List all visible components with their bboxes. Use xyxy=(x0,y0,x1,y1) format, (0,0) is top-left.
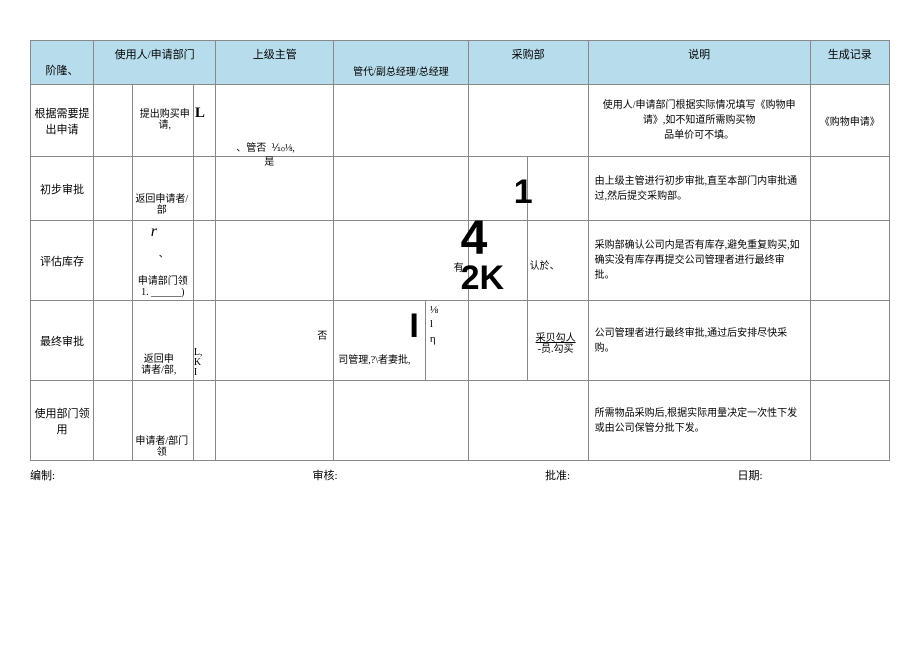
hdr-explain: 说明 xyxy=(588,41,810,85)
r1-u2: 提出购买申请, xyxy=(132,85,193,157)
r3-big4: 4 xyxy=(461,211,488,266)
r4-user-box: 返回申 请者/部, xyxy=(135,354,183,376)
r2-stage: 初步审批 xyxy=(31,157,94,221)
r3-user-box: 申请部门领 1. ______) xyxy=(135,276,191,298)
r5-mgr xyxy=(334,381,468,461)
r1-expl: 使用人/申请部门根据实际情况填写《购物申请》,如不知道所需购买物 品单价可不填。 xyxy=(588,85,810,157)
r3-rec xyxy=(810,221,889,301)
r3-pur1: 4 2K xyxy=(468,221,527,301)
r5-u2: 申请者/部门领 xyxy=(132,381,193,461)
r4-bigI: I xyxy=(409,307,418,346)
r4-lki: L, K I xyxy=(194,348,203,378)
r4-u2: 返回申 请者/部, xyxy=(132,301,193,381)
r5-rec xyxy=(810,381,889,461)
r3-sup xyxy=(216,221,334,301)
r4-pur-box: 采贝勾人-员.勾买 xyxy=(530,333,582,355)
r1-u1 xyxy=(94,85,133,157)
r5-expl: 所需物品采购后,根据实际用量决定一次性下发或由公司保管分批下发。 xyxy=(588,381,810,461)
hdr-supervisor: 上级主管 xyxy=(216,41,334,85)
r2-sup: 是 xyxy=(216,157,334,221)
hdr-stage: 阶隆、 xyxy=(31,41,94,85)
row-3: 评估库存 r 、 申请部门领 1. ______) 有 4 2K 认於、 采购部… xyxy=(31,221,890,301)
r2-u1 xyxy=(94,157,133,221)
footer-date: 日期: xyxy=(738,467,891,483)
r2-u2: 返回申请者/部 xyxy=(132,157,193,221)
r4-pur1 xyxy=(468,301,527,381)
r3-expl: 采购部确认公司内是否有库存,避免重复购买,如确实没有库存再提交公司管理者进行最终… xyxy=(588,221,810,301)
r3-renyu: 认於、 xyxy=(530,261,560,272)
r5-stage: 使用部门领用 xyxy=(31,381,94,461)
r4-mgr-b: ⅛ l η xyxy=(425,301,468,381)
r4-u3: L, K I xyxy=(193,301,215,381)
document: 阶隆、 使用人/申请部门 上级主管 管代/副总经理/总经理 采购部 说明 生成记… xyxy=(30,40,890,483)
hdr-purchase: 采购部 xyxy=(468,41,588,85)
r2-mgr xyxy=(334,157,468,221)
row-1: 根据需要提出申请 提出购买申请, L 、管否 ⅒⅛, 使用人/申请部门根据实际情… xyxy=(31,85,890,157)
r2-yes: 是 xyxy=(264,157,274,168)
r1-u3: L xyxy=(193,85,215,157)
r3-stage: 评估库存 xyxy=(31,221,94,301)
r3-u1 xyxy=(94,221,133,301)
r2-u3 xyxy=(193,157,215,221)
r5-u3 xyxy=(193,381,215,461)
r3-r: r xyxy=(151,223,157,241)
r4-expl: 公司管理者进行最终审批,通过后安排尽快采购。 xyxy=(588,301,810,381)
r5-pur xyxy=(468,381,588,461)
r3-u3 xyxy=(193,221,215,301)
r3-u2: r 、 申请部门领 1. ______) xyxy=(132,221,193,301)
hdr-user: 使用人/申请部门 xyxy=(94,41,216,85)
r1-mgr xyxy=(334,85,468,157)
r2-pur2 xyxy=(527,157,588,221)
r1-sup-txt: 、管否 ⅒⅛, xyxy=(236,143,295,154)
r2-user-box: 返回申请者/部 xyxy=(135,194,189,216)
r4-glyphs: ⅛ l η xyxy=(430,303,438,346)
r4-pur2: 采贝勾人-员.勾买 xyxy=(527,301,588,381)
hdr-manager: 管代/副总经理/总经理 xyxy=(334,41,468,85)
r2-rec xyxy=(810,157,889,221)
r4-stage: 最终审批 xyxy=(31,301,94,381)
r4-mgr-line: 司管理,?\者妻批, xyxy=(338,355,410,366)
r5-u1 xyxy=(94,381,133,461)
r4-no: 否 xyxy=(317,331,327,342)
row-4: 最终审批 返回申 请者/部, L, K I 否 I 司管理,?\者妻批, ⅛ l… xyxy=(31,301,890,381)
r1-user-box: 提出购买申请, xyxy=(138,109,192,131)
r5-user-box: 申请者/部门领 xyxy=(135,436,189,458)
footer-compile: 编制: xyxy=(30,467,183,483)
r5-sup xyxy=(216,381,334,461)
footer-review: 审核: xyxy=(313,467,466,483)
r3-mgr: 有 xyxy=(334,221,468,301)
header-row: 阶隆、 使用人/申请部门 上级主管 管代/副总经理/总经理 采购部 说明 生成记… xyxy=(31,41,890,85)
r1-stage: 根据需要提出申请 xyxy=(31,85,94,157)
flow-table: 阶隆、 使用人/申请部门 上级主管 管代/副总经理/总经理 采购部 说明 生成记… xyxy=(30,40,890,461)
r3-big2k: 2K xyxy=(461,259,504,298)
r1-pur xyxy=(468,85,588,157)
row-5: 使用部门领用 申请者/部门领 所需物品采购后,根据实际用量决定一次性下发或由公司… xyxy=(31,381,890,461)
r4-mgr-a: I 司管理,?\者妻批, xyxy=(334,301,426,381)
hdr-record: 生成记录 xyxy=(810,41,889,85)
r2-expl: 由上级主管进行初步审批,直至本部门内审批通过,然后提交采购部。 xyxy=(588,157,810,221)
r4-sup: 否 xyxy=(216,301,334,381)
r1-sup: 、管否 ⅒⅛, xyxy=(216,85,334,157)
footer-approve: 批准: xyxy=(545,467,698,483)
r1-L: L xyxy=(195,105,205,122)
r4-u1 xyxy=(94,301,133,381)
r4-rec xyxy=(810,301,889,381)
r2-dash: 1 xyxy=(514,173,533,212)
footer: 编制: 审核: 批准: 日期: xyxy=(30,467,890,483)
r1-rec: 《购物申请》 xyxy=(810,85,889,157)
r3-arrow: 、 xyxy=(159,249,169,260)
r3-pur2: 认於、 xyxy=(527,221,588,301)
